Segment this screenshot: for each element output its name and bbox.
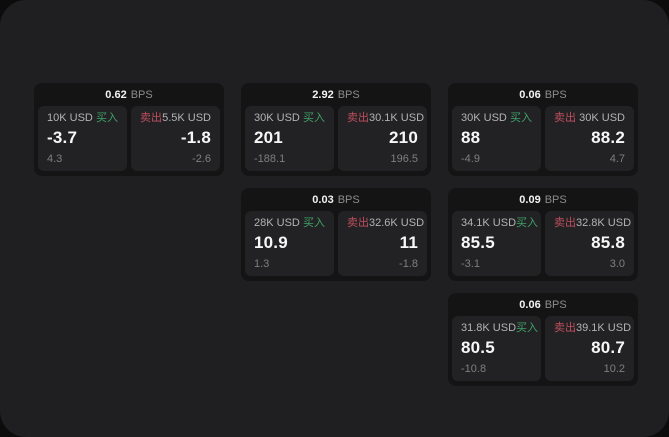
buy-delta: 4.3: [47, 153, 63, 165]
spread-unit: BPS: [130, 88, 153, 101]
sell-price: 11: [399, 233, 418, 252]
buy-side-label: 买入: [516, 322, 539, 334]
sell-delta: 3.0: [609, 258, 625, 270]
spread-value: 2.92: [312, 88, 334, 101]
buy-delta: 1.3: [254, 258, 270, 270]
buy-price: -3.7: [47, 128, 78, 147]
buy-amount: 30K USD: [461, 112, 507, 124]
sell-side-label: 卖出: [554, 322, 576, 334]
buy-price: 201: [254, 128, 283, 147]
buy-delta: -4.9: [461, 153, 480, 165]
sell-delta: -2.6: [192, 153, 211, 165]
buy-price: 10.9: [254, 233, 288, 252]
sell-price: 80.7: [591, 338, 625, 357]
sell-price: 85.8: [591, 233, 625, 252]
sell-amount: 32.8K USD: [576, 217, 632, 229]
spread-header: 0.62 BPS: [34, 83, 224, 106]
buy-amount: 31.8K USD: [461, 322, 517, 334]
spread-header: 0.09 BPS: [448, 188, 638, 211]
sell-amount: 5.5K USD: [162, 112, 211, 124]
buy-delta: -188.1: [254, 153, 286, 165]
buy-side-label: 买入: [303, 112, 325, 124]
buy-amount: 28K USD: [254, 217, 300, 229]
buy-delta: -3.1: [461, 258, 480, 270]
sell-delta: -1.8: [399, 258, 418, 270]
sell-panel[interactable]: 卖出 5.5K USD -1.8 -2.6: [131, 106, 220, 171]
buy-side-label: 买入: [510, 112, 532, 124]
spread-header: 0.03 BPS: [241, 188, 431, 211]
buy-panel[interactable]: 30K USD 买入 201 -188.1: [245, 106, 334, 171]
spread-value: 0.62: [105, 88, 127, 101]
spread-unit: BPS: [544, 88, 567, 101]
sell-panel[interactable]: 卖出 32.8K USD 85.8 3.0: [545, 211, 634, 276]
buy-delta: -10.8: [461, 363, 487, 375]
sell-amount: 30K USD: [579, 112, 625, 124]
buy-amount: 10K USD: [47, 112, 93, 124]
spread-header: 2.92 BPS: [241, 83, 431, 106]
buy-side-label: 买入: [96, 112, 118, 124]
quote-card: 0.09 BPS 34.1K USD 买入 85.5 -3.1 卖出 32.8K…: [448, 188, 638, 281]
quote-card: 0.06 BPS 30K USD 买入 88 -4.9 卖出 30K USD 8…: [448, 83, 638, 176]
sell-delta: 4.7: [609, 153, 625, 165]
sell-price: 88.2: [591, 128, 625, 147]
buy-panel[interactable]: 34.1K USD 买入 85.5 -3.1: [452, 211, 541, 276]
buy-amount: 30K USD: [254, 112, 300, 124]
sell-delta: 10.2: [603, 363, 625, 375]
sell-price: 210: [389, 128, 418, 147]
quote-card: 0.06 BPS 31.8K USD 买入 80.5 -10.8 卖出 39.1…: [448, 293, 638, 386]
buy-panel[interactable]: 28K USD 买入 10.9 1.3: [245, 211, 334, 276]
quote-card: 2.92 BPS 30K USD 买入 201 -188.1 卖出 30.1K …: [241, 83, 431, 176]
sell-side-label: 卖出: [140, 112, 162, 124]
sell-panel[interactable]: 卖出 30.1K USD 210 196.5: [338, 106, 427, 171]
sell-side-label: 卖出: [347, 112, 369, 124]
spread-value: 0.03: [312, 193, 334, 206]
spread-unit: BPS: [337, 193, 360, 206]
spread-header: 0.06 BPS: [448, 293, 638, 316]
spread-unit: BPS: [544, 193, 567, 206]
sell-price: -1.8: [180, 128, 211, 147]
sell-side-label: 卖出: [347, 217, 369, 229]
buy-side-label: 买入: [516, 217, 539, 229]
buy-price: 88: [461, 128, 481, 147]
spread-header: 0.06 BPS: [448, 83, 638, 106]
spread-value: 0.09: [519, 193, 541, 206]
sell-panel[interactable]: 卖出 30K USD 88.2 4.7: [545, 106, 634, 171]
sell-amount: 30.1K USD: [369, 112, 425, 124]
sell-amount: 39.1K USD: [576, 322, 632, 334]
sell-amount: 32.6K USD: [369, 217, 425, 229]
quote-card: 0.03 BPS 28K USD 买入 10.9 1.3 卖出 32.6K US…: [241, 188, 431, 281]
buy-panel[interactable]: 31.8K USD 买入 80.5 -10.8: [452, 316, 541, 381]
buy-amount: 34.1K USD: [461, 217, 517, 229]
sell-panel[interactable]: 卖出 32.6K USD 11 -1.8: [338, 211, 427, 276]
spread-value: 0.06: [519, 298, 541, 311]
buy-price: 85.5: [461, 233, 495, 252]
sell-delta: 196.5: [390, 153, 418, 165]
buy-panel[interactable]: 10K USD 买入 -3.7 4.3: [38, 106, 127, 171]
sell-side-label: 卖出: [554, 217, 576, 229]
buy-panel[interactable]: 30K USD 买入 88 -4.9: [452, 106, 541, 171]
spread-value: 0.06: [519, 88, 541, 101]
sell-side-label: 卖出: [554, 112, 576, 124]
spread-unit: BPS: [337, 88, 360, 101]
sell-panel[interactable]: 卖出 39.1K USD 80.7 10.2: [545, 316, 634, 381]
buy-side-label: 买入: [303, 217, 325, 229]
spread-unit: BPS: [544, 298, 567, 311]
buy-price: 80.5: [461, 338, 495, 357]
quote-card: 0.62 BPS 10K USD 买入 -3.7 4.3 卖出 5.5K USD…: [34, 83, 224, 176]
